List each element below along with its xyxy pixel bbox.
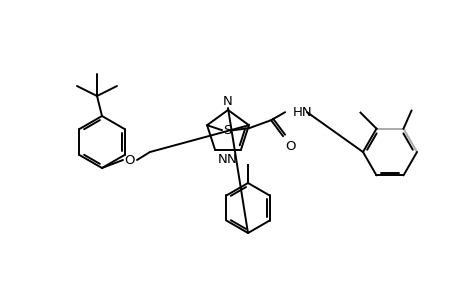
Text: N: N <box>223 95 232 108</box>
Text: N: N <box>227 153 236 166</box>
Text: O: O <box>285 140 295 153</box>
Text: O: O <box>124 154 135 166</box>
Text: N: N <box>218 153 227 166</box>
Text: HN: HN <box>292 106 312 119</box>
Text: S: S <box>223 124 231 137</box>
